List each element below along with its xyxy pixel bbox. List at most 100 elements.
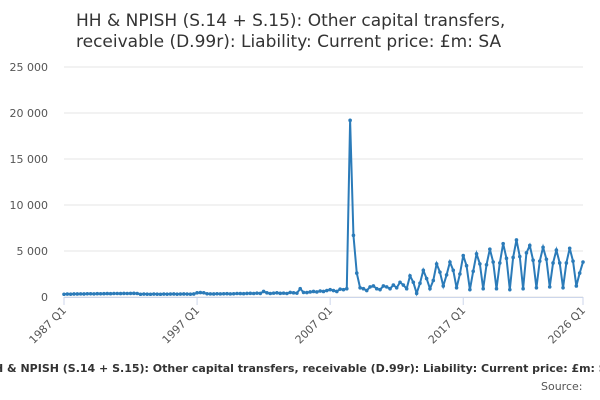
- point: [481, 286, 485, 291]
- point: [231, 291, 236, 296]
- point: [398, 280, 402, 285]
- point: [421, 268, 426, 273]
- point: [305, 290, 309, 295]
- point: [491, 260, 495, 264]
- point: [315, 290, 319, 294]
- point: [112, 291, 116, 296]
- point: [401, 283, 406, 287]
- point: [517, 254, 522, 259]
- x-tick-label: 1997 Q1: [160, 304, 203, 347]
- point: [92, 292, 96, 296]
- point: [424, 276, 429, 281]
- y-tick-label: 5 000: [17, 245, 49, 258]
- point: [65, 292, 70, 296]
- point: [118, 291, 123, 296]
- point: [341, 287, 346, 292]
- point: [88, 291, 93, 296]
- point: [414, 291, 419, 296]
- point: [175, 292, 179, 296]
- point: [168, 292, 173, 296]
- point: [62, 292, 66, 297]
- point: [551, 261, 555, 265]
- y-tick-label: 0: [41, 291, 48, 304]
- point: [278, 291, 283, 296]
- point: [122, 291, 126, 296]
- point: [251, 291, 256, 296]
- point: [501, 241, 505, 246]
- y-tick-label: 10 000: [10, 199, 49, 212]
- point: [411, 280, 416, 285]
- point: [108, 291, 113, 296]
- point: [245, 291, 249, 296]
- point: [82, 292, 86, 296]
- point: [488, 247, 492, 251]
- point: [238, 291, 243, 296]
- point: [165, 292, 169, 296]
- point: [201, 290, 206, 295]
- point: [145, 292, 149, 296]
- point: [394, 286, 399, 290]
- point: [361, 286, 366, 291]
- point: [547, 285, 552, 289]
- point: [125, 291, 130, 296]
- point: [221, 291, 226, 296]
- point: [185, 292, 189, 296]
- point: [368, 285, 372, 289]
- point: [318, 289, 322, 293]
- y-tick-label: 25 000: [10, 61, 49, 74]
- point: [211, 292, 216, 296]
- point: [351, 233, 356, 238]
- point: [218, 292, 223, 296]
- point: [132, 291, 136, 296]
- point: [295, 291, 299, 295]
- point: [564, 261, 569, 265]
- point: [374, 286, 379, 291]
- point: [331, 288, 336, 293]
- point: [567, 246, 572, 251]
- point: [371, 284, 376, 288]
- point: [448, 260, 452, 264]
- point: [72, 292, 76, 296]
- point: [68, 292, 73, 296]
- point: [484, 263, 489, 267]
- point: [378, 287, 382, 292]
- point: [444, 273, 449, 277]
- point: [471, 269, 476, 274]
- point: [537, 259, 542, 263]
- point: [148, 292, 153, 297]
- point: [115, 291, 120, 296]
- point: [388, 286, 392, 291]
- point: [138, 292, 143, 297]
- point: [451, 268, 456, 273]
- point: [494, 286, 499, 291]
- point: [404, 286, 409, 291]
- point: [135, 291, 139, 296]
- x-axis-label: HH & NPISH (S.14 + S.15): Other capital …: [0, 362, 600, 375]
- point: [311, 289, 316, 294]
- source: Source:: [541, 380, 583, 393]
- point: [384, 285, 389, 289]
- point: [75, 292, 80, 296]
- point: [142, 292, 146, 296]
- point: [98, 291, 103, 296]
- point: [275, 291, 279, 295]
- point: [541, 245, 545, 250]
- point: [241, 291, 246, 296]
- point: [461, 253, 466, 258]
- point: [381, 284, 386, 288]
- point: [504, 256, 509, 261]
- point: [205, 291, 209, 296]
- point: [428, 286, 432, 291]
- point: [391, 283, 396, 287]
- point: [152, 292, 156, 296]
- point: [557, 261, 562, 265]
- point: [235, 291, 239, 296]
- point: [268, 291, 273, 296]
- y-tick-label: 20 000: [10, 107, 49, 120]
- point: [468, 287, 472, 292]
- point: [335, 289, 339, 294]
- point: [474, 251, 479, 256]
- point: [225, 291, 229, 296]
- chart-title-line: receivable (D.99r): Liability: Current p…: [76, 32, 501, 52]
